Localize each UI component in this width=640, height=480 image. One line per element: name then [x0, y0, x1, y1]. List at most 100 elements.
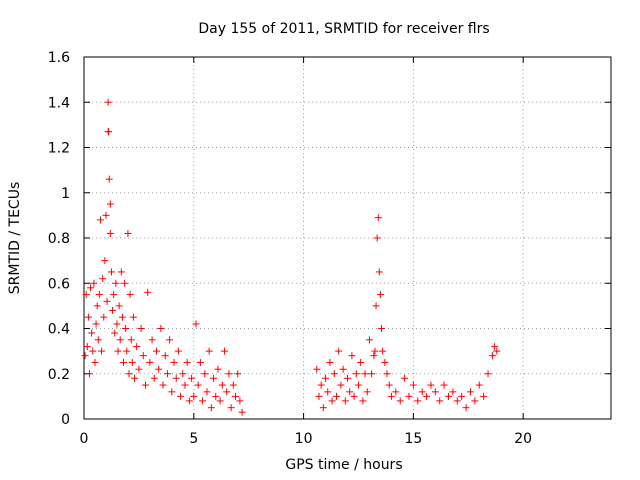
data-point	[475, 381, 483, 389]
data-point	[225, 370, 233, 378]
data-point	[401, 374, 409, 382]
data-point	[453, 397, 461, 405]
data-point	[95, 291, 103, 299]
data-point	[89, 347, 97, 355]
data-point	[414, 397, 422, 405]
data-point	[418, 388, 426, 396]
data-point	[103, 297, 111, 305]
data-point	[484, 370, 492, 378]
data-point	[373, 234, 381, 242]
data-point	[120, 358, 128, 366]
data-point	[137, 325, 145, 332]
data-point	[107, 268, 115, 276]
data-point	[133, 343, 141, 351]
data-point	[385, 381, 393, 389]
data-point	[123, 347, 131, 355]
data-point	[201, 370, 209, 378]
data-point	[163, 370, 171, 378]
data-point	[199, 397, 207, 405]
data-point	[218, 381, 226, 389]
data-point	[81, 352, 89, 360]
data-point	[102, 211, 110, 219]
data-point	[319, 404, 327, 412]
data-point	[105, 128, 113, 136]
data-point	[423, 392, 431, 400]
data-point	[205, 347, 213, 355]
data-point	[471, 397, 479, 405]
data-point	[146, 358, 154, 366]
data-point	[170, 358, 178, 366]
data-point	[348, 352, 356, 360]
data-point	[370, 352, 378, 360]
data-point	[392, 388, 400, 396]
data-point	[84, 313, 92, 321]
data-point	[361, 370, 369, 378]
x-tick-label: 5	[189, 431, 198, 447]
data-point	[196, 358, 204, 366]
y-tick-label: 0	[61, 412, 70, 428]
x-tick-label: 0	[80, 431, 89, 447]
chart-title: Day 155 of 2011, SRMTID for receiver flr…	[198, 21, 489, 37]
data-point	[139, 352, 147, 360]
data-point	[229, 381, 237, 389]
data-point	[379, 347, 387, 355]
data-point	[114, 347, 122, 355]
x-tick-label: 10	[295, 431, 313, 447]
data-point	[183, 358, 191, 366]
data-point	[462, 404, 470, 412]
data-point	[155, 365, 163, 373]
y-tick-label: 1	[61, 186, 70, 202]
data-point	[372, 302, 380, 310]
data-point	[352, 370, 360, 378]
data-point	[396, 397, 404, 405]
data-point	[179, 370, 187, 378]
data-point	[210, 374, 218, 382]
data-point	[376, 291, 384, 299]
data-point	[112, 279, 120, 287]
data-point	[440, 381, 448, 389]
data-point	[87, 284, 95, 292]
data-point	[161, 352, 169, 360]
data-point	[227, 404, 235, 412]
data-point	[328, 397, 336, 405]
data-point	[221, 347, 229, 355]
data-point	[214, 365, 222, 373]
data-point	[378, 325, 386, 332]
data-point	[111, 329, 119, 337]
y-tick-labels: 0 0.2 0.4 0.6 0.8 1 1.2 1.4 1.6	[48, 50, 70, 428]
data-point	[445, 392, 453, 400]
data-point	[83, 343, 91, 351]
data-point	[232, 392, 240, 400]
y-tick-label: 0.8	[48, 231, 70, 247]
data-point	[190, 392, 198, 400]
data-points	[81, 98, 501, 416]
data-point	[488, 352, 496, 360]
data-point	[203, 388, 211, 396]
data-point	[82, 291, 90, 299]
data-point	[127, 336, 135, 344]
data-point	[126, 291, 134, 299]
data-point	[100, 313, 108, 321]
data-point	[104, 98, 112, 106]
data-point	[466, 388, 474, 396]
data-point	[125, 370, 133, 378]
data-point	[177, 392, 185, 400]
data-point	[375, 268, 383, 276]
data-point	[188, 374, 196, 382]
x-tick-label: 15	[404, 431, 422, 447]
axis-ticks	[83, 56, 611, 420]
data-point	[223, 388, 231, 396]
data-point	[110, 291, 118, 299]
data-point	[387, 392, 395, 400]
data-point	[330, 370, 338, 378]
y-axis-label: SRMTID / TECUs	[7, 182, 23, 295]
data-point	[129, 313, 137, 321]
data-point	[181, 381, 189, 389]
data-point	[88, 329, 96, 337]
data-point	[99, 275, 107, 283]
data-point	[124, 229, 132, 237]
data-point	[346, 388, 354, 396]
data-point	[409, 381, 417, 389]
data-point	[383, 370, 391, 378]
data-point	[315, 392, 323, 400]
